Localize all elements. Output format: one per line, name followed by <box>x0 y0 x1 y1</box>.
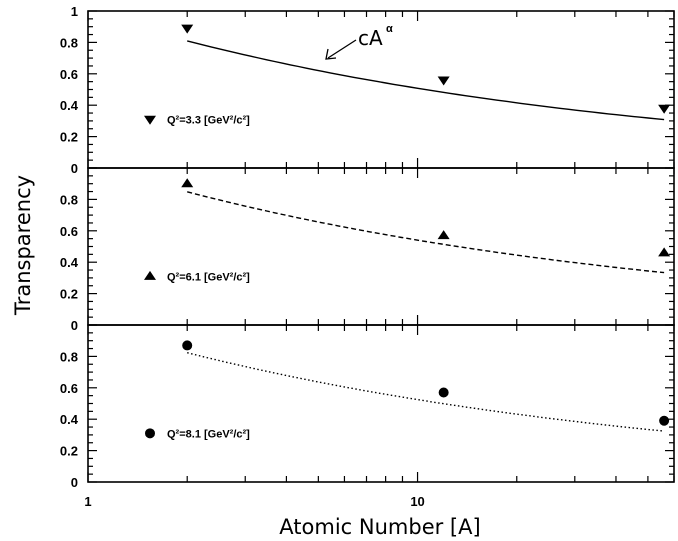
fit-curve <box>187 191 665 274</box>
y-tick-label: 0 <box>71 318 78 333</box>
legend-label: Q²=8.1 [GeV²/c²] <box>167 428 250 440</box>
y-tick-label: 0.4 <box>60 98 79 113</box>
y-tick-label: 0.6 <box>60 224 78 239</box>
fit-annotation: cA <box>358 26 383 50</box>
y-axis-title: Transparency <box>11 175 35 316</box>
x-tick-label: 10 <box>410 494 424 509</box>
data-point <box>658 104 671 114</box>
y-tick-label: 0.2 <box>60 130 78 145</box>
legend-marker <box>145 428 155 439</box>
panel-frame <box>87 324 675 483</box>
annotation-arrowhead <box>325 48 337 60</box>
y-tick-label: 0 <box>71 161 78 176</box>
y-tick-label: 0 <box>71 475 78 490</box>
y-tick-label: 0.4 <box>60 412 79 427</box>
data-point <box>437 76 450 86</box>
y-tick-label: 0.4 <box>60 255 79 270</box>
legend-marker <box>144 115 156 125</box>
data-point <box>659 415 670 426</box>
legend-label: Q²=6.1 [GeV²/c²] <box>167 271 250 283</box>
data-point <box>438 387 449 398</box>
x-axis-title: Atomic Number [A] <box>279 515 480 539</box>
panel-1: 1 0.8 0.6 0.4 0.2 0 Q²=3.3 [GeV²/c²] cA α <box>60 4 675 176</box>
data-point <box>182 340 193 351</box>
annotation-arrow <box>327 39 357 59</box>
data-point <box>181 178 194 188</box>
y-tick-label: 0.6 <box>60 381 78 396</box>
data-point <box>437 230 450 240</box>
data-point <box>181 24 194 34</box>
y-tick-label: 1 <box>71 4 78 19</box>
data-point <box>658 247 671 257</box>
fit-curve <box>187 352 665 432</box>
legend-label: Q²=3.3 [GeV²/c²] <box>167 114 250 126</box>
y-tick-label: 0.8 <box>60 35 78 50</box>
y-tick-label: 0.8 <box>60 192 78 207</box>
fit-annotation-exponent: α <box>386 23 393 35</box>
panel-3: 0.8 0.6 0.4 0.2 0 Q²=8.1 [GeV²/c²] <box>60 324 675 490</box>
y-tick-label: 0.2 <box>60 287 78 302</box>
legend-marker <box>144 270 156 280</box>
panel-2: 0.8 0.6 0.4 0.2 0 Q²=6.1 [GeV²/c²] <box>60 167 675 333</box>
y-tick-label: 0.8 <box>60 349 78 364</box>
y-tick-label: 0.6 <box>60 67 78 82</box>
fit-curve <box>187 40 665 121</box>
y-tick-label: 0.2 <box>60 444 78 459</box>
panel-frame <box>87 167 675 326</box>
x-tick-label: 1 <box>84 494 91 509</box>
